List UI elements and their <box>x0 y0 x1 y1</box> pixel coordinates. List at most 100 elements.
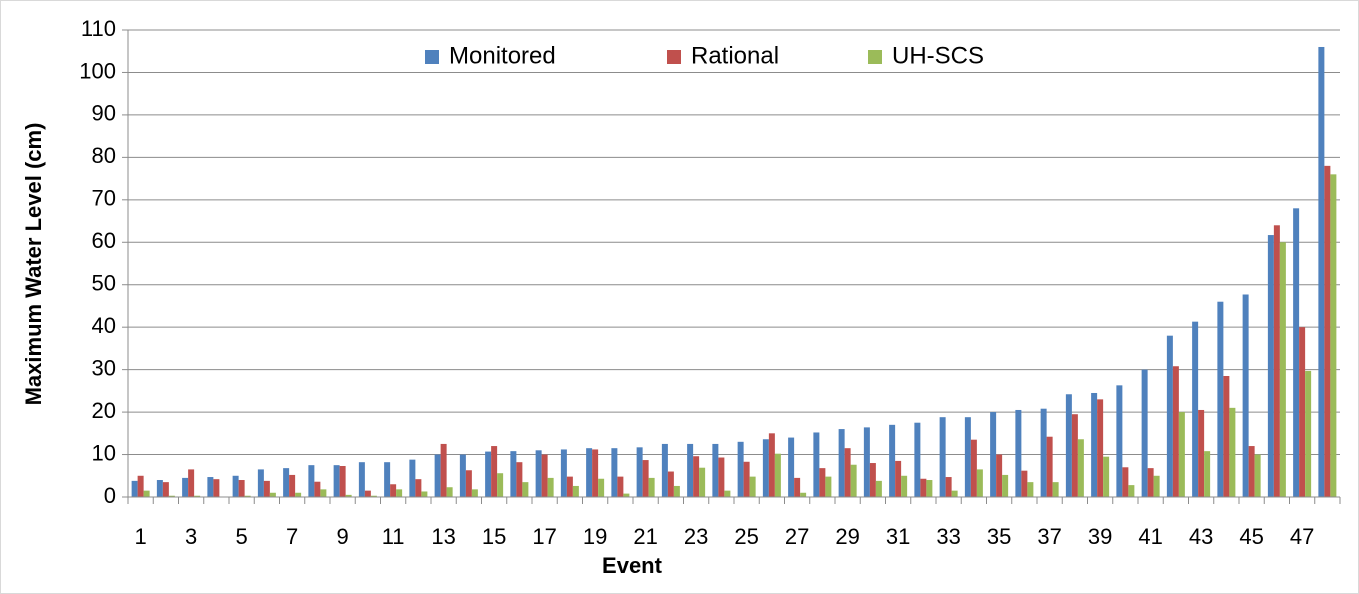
bar <box>914 422 921 497</box>
bar <box>712 443 719 497</box>
bar <box>434 454 441 497</box>
bar <box>844 448 851 497</box>
y-axis-title: Maximum Water Level (cm) <box>21 123 46 406</box>
bar <box>384 462 391 497</box>
bar <box>390 484 397 497</box>
bar <box>459 454 466 497</box>
bar <box>207 477 214 497</box>
y-tick-label: 110 <box>81 16 116 41</box>
bar <box>964 417 971 497</box>
bar <box>920 478 927 497</box>
bar <box>617 476 624 497</box>
x-tick-label: 15 <box>482 524 506 549</box>
bar <box>1172 366 1179 497</box>
bar <box>895 460 902 497</box>
bar <box>1324 165 1331 497</box>
bar <box>1091 392 1098 497</box>
bar <box>213 479 220 497</box>
bar <box>1046 436 1053 497</box>
bar <box>611 448 618 497</box>
bar <box>724 490 731 497</box>
bar <box>1178 412 1185 497</box>
bar <box>813 432 820 497</box>
x-axis-title: Event <box>602 553 663 578</box>
bar <box>257 469 264 497</box>
bar <box>308 465 315 497</box>
bar <box>1318 46 1325 498</box>
bar <box>1153 475 1160 497</box>
bar <box>1217 301 1224 497</box>
bar <box>541 454 548 497</box>
bar <box>485 451 492 497</box>
bar <box>415 479 422 497</box>
bar <box>1293 208 1300 498</box>
legend-label: UH-SCS <box>892 42 984 69</box>
bar <box>182 477 189 497</box>
bar <box>1273 225 1280 498</box>
x-tick-label: 17 <box>532 524 556 549</box>
bar <box>339 466 346 497</box>
bar <box>794 477 801 497</box>
x-tick-label: 1 <box>135 524 147 549</box>
y-tick-label: 60 <box>92 228 116 253</box>
y-tick-label: 10 <box>92 440 116 465</box>
bar <box>421 491 428 497</box>
bar <box>263 480 270 497</box>
bar <box>737 441 744 497</box>
bar <box>718 457 725 497</box>
bar <box>1065 394 1072 497</box>
bar <box>1071 414 1078 497</box>
bar <box>976 469 983 497</box>
bar <box>409 459 416 497</box>
y-tick-label: 30 <box>92 355 116 380</box>
x-tick-label: 47 <box>1290 524 1314 549</box>
bar <box>364 490 371 497</box>
bar <box>1002 474 1009 497</box>
bar <box>1223 376 1230 497</box>
x-tick-label: 11 <box>382 524 405 549</box>
bar <box>333 465 340 497</box>
bar <box>990 412 997 497</box>
bar <box>648 477 655 497</box>
x-tick-label: 7 <box>286 524 298 549</box>
y-tick-label: 50 <box>92 271 116 296</box>
y-tick-label: 20 <box>92 398 116 423</box>
bar <box>535 450 542 497</box>
bar <box>743 461 750 497</box>
bar <box>320 489 327 497</box>
bar <box>1015 409 1022 497</box>
bar <box>586 448 593 497</box>
bar <box>1116 385 1123 497</box>
y-tick-label: 90 <box>92 101 116 126</box>
bar <box>1279 242 1286 497</box>
bar <box>939 417 946 497</box>
bar <box>592 449 599 497</box>
bar <box>1103 456 1110 497</box>
bar <box>623 493 630 497</box>
bar <box>314 481 321 497</box>
bar <box>446 487 453 497</box>
bar <box>168 495 175 497</box>
bar <box>1147 468 1154 497</box>
bar <box>1027 482 1034 497</box>
bar <box>1128 485 1135 497</box>
bar <box>137 475 144 497</box>
bar <box>269 492 276 497</box>
bar <box>819 468 826 497</box>
bar <box>667 471 674 497</box>
bar <box>572 485 579 497</box>
bar <box>774 453 781 497</box>
bar <box>788 437 795 497</box>
bar <box>131 480 138 497</box>
x-tick-label: 9 <box>337 524 349 549</box>
bar <box>396 489 403 497</box>
x-tick-label: 3 <box>185 524 197 549</box>
x-tick-label: 31 <box>886 524 910 549</box>
bar <box>358 462 365 497</box>
bar <box>1097 399 1104 497</box>
legend-label: Rational <box>691 42 779 69</box>
bar <box>1141 369 1148 497</box>
legend-swatch <box>667 50 681 64</box>
